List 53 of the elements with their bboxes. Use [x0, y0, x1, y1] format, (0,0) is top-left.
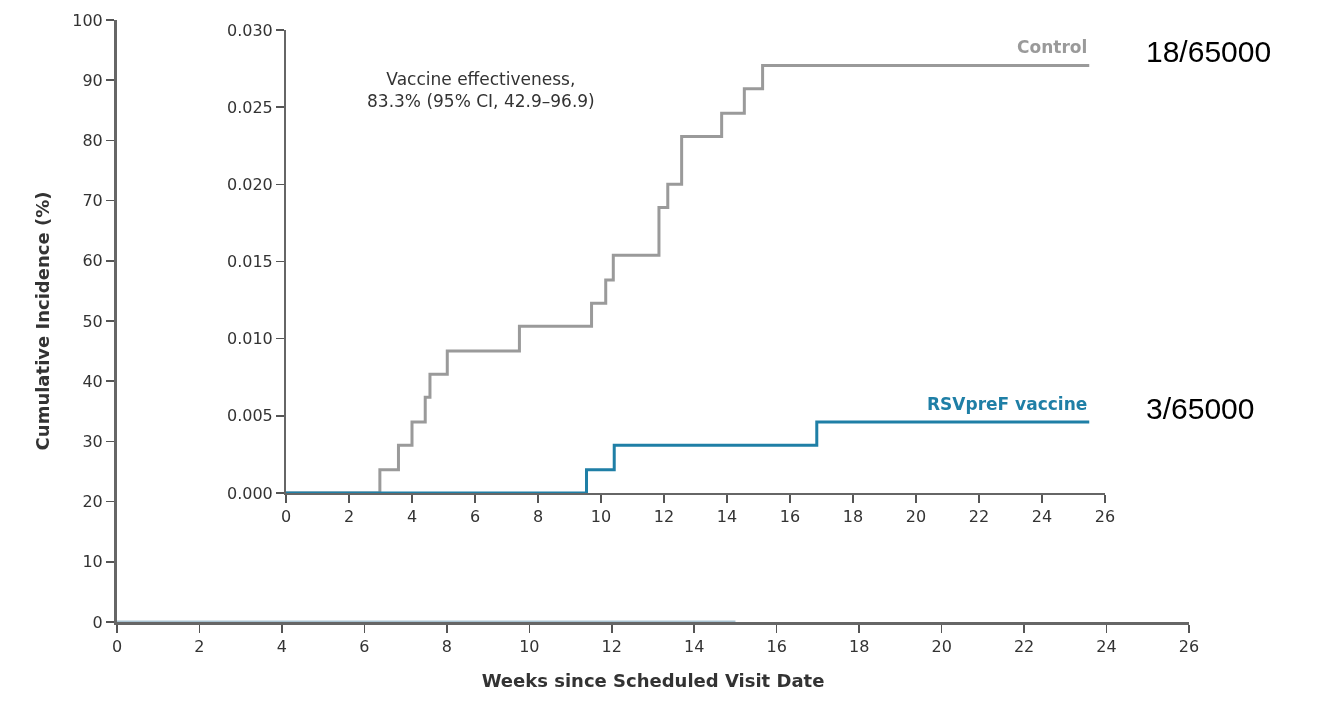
- y-tick-label: 100: [72, 10, 103, 30]
- y-tick-label: 90: [82, 70, 103, 90]
- x-tick-label: 0: [280, 507, 292, 527]
- x-tick-label: 8: [441, 637, 452, 657]
- y-tick-label: 0.025: [226, 97, 273, 117]
- x-tick-label: 10: [590, 507, 612, 527]
- y-tick-label: 0: [92, 612, 103, 632]
- y-tick-label: 20: [82, 492, 103, 512]
- y-tick-label: 0.020: [226, 174, 273, 194]
- x-tick-label: 24: [1031, 507, 1053, 527]
- y-axis-title: Cumulative Incidence (%): [32, 191, 54, 451]
- x-tick-label: 20: [931, 637, 952, 657]
- annotation: 18/65000: [1146, 35, 1272, 68]
- x-tick-label: 18: [848, 637, 870, 657]
- annotation: 3/65000: [1146, 392, 1255, 425]
- y-tick-label: 0.000: [226, 483, 273, 503]
- x-tick-label: 10: [519, 637, 540, 657]
- y-tick-label: 80: [82, 131, 103, 150]
- x-tick-label: 26: [1094, 507, 1116, 527]
- x-tick-label: 6: [359, 637, 370, 657]
- x-tick-label: 14: [716, 507, 738, 527]
- y-tick-label: 70: [82, 191, 103, 211]
- y-tick-label: 50: [82, 311, 103, 331]
- x-tick-label: 4: [276, 637, 288, 657]
- y-tick-label: 0.010: [226, 329, 273, 349]
- x-tick-label: 24: [1096, 637, 1117, 657]
- x-tick-label: 8: [532, 507, 544, 527]
- x-tick-label: 16: [779, 507, 801, 527]
- x-tick-label: 20: [905, 507, 927, 527]
- x-tick-label: 22: [968, 507, 990, 527]
- annotation: Vaccine effectiveness, 83.3% (95% CI, 42.9–96.9): [367, 69, 595, 112]
- x-tick-label: 2: [194, 637, 205, 657]
- x-axis-title: Weeks since Scheduled Visit Date: [481, 670, 825, 692]
- x-tick-label: 14: [684, 637, 705, 657]
- y-tick-label: 0.030: [226, 20, 273, 40]
- x-tick-label: 18: [842, 507, 864, 527]
- x-tick-label: 2: [343, 507, 355, 527]
- x-tick-label: 16: [766, 637, 787, 657]
- series-label: Control: [1017, 37, 1088, 57]
- y-tick-label: 10: [82, 552, 103, 572]
- y-tick-label: 0.005: [226, 406, 273, 426]
- x-tick-label: 12: [653, 507, 675, 527]
- y-tick-label: 30: [82, 432, 103, 451]
- x-tick-label: 4: [406, 507, 418, 527]
- x-tick-label: 6: [469, 507, 481, 527]
- y-tick-label: 0.015: [226, 252, 273, 272]
- series-label: RSVpreF vaccine: [927, 394, 1088, 414]
- x-tick-label: 12: [601, 637, 622, 657]
- x-tick-label: 26: [1178, 637, 1200, 657]
- y-tick-label: 60: [82, 251, 103, 271]
- y-tick-label: 40: [82, 371, 103, 391]
- x-tick-label: 0: [111, 637, 123, 657]
- x-tick-label: 22: [1013, 637, 1035, 657]
